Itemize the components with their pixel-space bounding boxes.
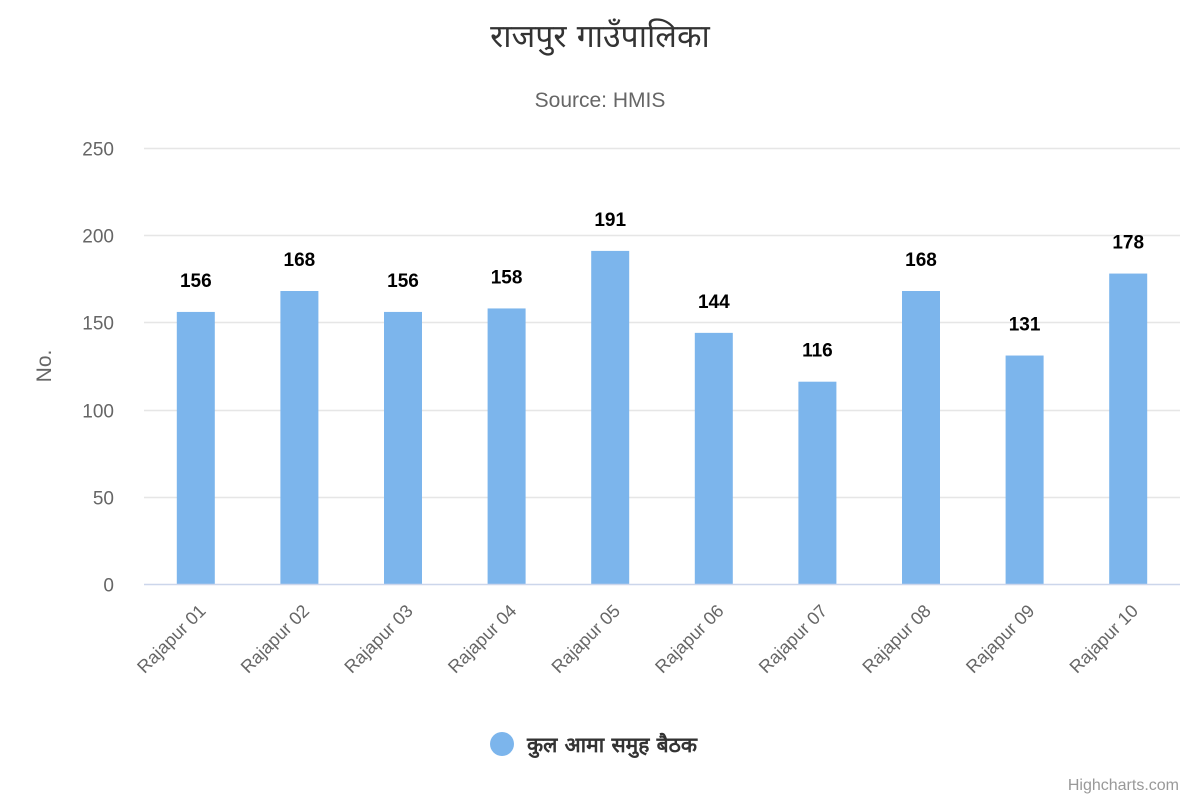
y-tick-label: 50 <box>93 489 114 510</box>
data-labels: 156 168 156 158 191 144 116 168 131 178 <box>180 210 1144 362</box>
data-label: 158 <box>491 267 523 288</box>
legend[interactable]: कुल आमा समुह बैठक <box>490 732 698 759</box>
x-tick-label: Rajapur 03 <box>340 601 416 677</box>
credits-link[interactable]: Highcharts.com <box>1068 777 1179 794</box>
x-tick-label: Rajapur 08 <box>858 601 934 677</box>
x-tick-label: Rajapur 05 <box>548 601 624 677</box>
bar[interactable] <box>798 381 837 584</box>
bar[interactable] <box>1109 273 1148 584</box>
y-tick-label: 0 <box>103 576 114 597</box>
data-label: 156 <box>387 271 419 292</box>
x-axis-ticks: Rajapur 01 Rajapur 02 Rajapur 03 Rajapur 04… <box>133 601 1142 677</box>
y-tick-label: 150 <box>82 314 114 335</box>
data-label: 168 <box>284 250 316 271</box>
data-label: 191 <box>594 210 626 231</box>
y-axis-ticks: 0 50 100 150 200 250 <box>82 140 114 597</box>
data-label: 116 <box>802 341 833 362</box>
x-tick-label: Rajapur 06 <box>651 601 727 677</box>
chart-subtitle: Source: HMIS <box>535 89 666 112</box>
data-label: 178 <box>1112 233 1144 254</box>
x-tick-label: Rajapur 10 <box>1066 601 1142 677</box>
bar[interactable] <box>176 311 215 584</box>
chart-title: राजपुर गाउँपालिका <box>490 17 710 56</box>
bar[interactable] <box>694 332 733 584</box>
x-tick-label: Rajapur 04 <box>444 601 520 677</box>
bar[interactable] <box>487 308 526 584</box>
bar[interactable] <box>902 291 940 584</box>
x-tick-label: Rajapur 07 <box>755 601 831 677</box>
data-label: 168 <box>905 250 937 271</box>
y-tick-label: 100 <box>82 402 114 423</box>
x-tick-label: Rajapur 01 <box>133 601 209 677</box>
bars <box>176 250 1148 584</box>
y-axis-title: No. <box>33 350 56 383</box>
bar[interactable] <box>591 250 630 584</box>
y-tick-label: 250 <box>82 140 114 161</box>
legend-item-label[interactable]: कुल आमा समुह बैठक <box>526 732 698 759</box>
bar[interactable] <box>384 311 422 584</box>
x-tick-label: Rajapur 09 <box>962 601 1038 677</box>
bar[interactable] <box>1005 355 1044 584</box>
bar[interactable] <box>280 291 319 584</box>
legend-marker-icon[interactable] <box>490 732 514 756</box>
y-tick-label: 200 <box>82 227 114 248</box>
x-tick-label: Rajapur 02 <box>237 601 313 677</box>
data-label: 156 <box>180 271 212 292</box>
data-label: 144 <box>698 292 730 313</box>
data-label: 131 <box>1009 315 1041 336</box>
